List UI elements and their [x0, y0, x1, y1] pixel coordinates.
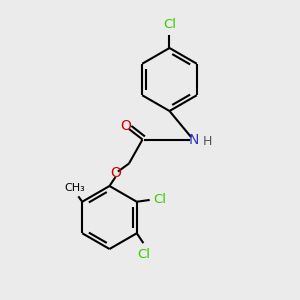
Text: O: O — [110, 167, 121, 180]
Text: O: O — [120, 119, 131, 133]
Text: N: N — [188, 133, 199, 146]
Text: H: H — [202, 135, 212, 148]
Text: Cl: Cl — [137, 248, 150, 261]
Text: Cl: Cl — [153, 193, 166, 206]
Text: Cl: Cl — [163, 19, 176, 32]
Text: CH₃: CH₃ — [64, 183, 85, 193]
